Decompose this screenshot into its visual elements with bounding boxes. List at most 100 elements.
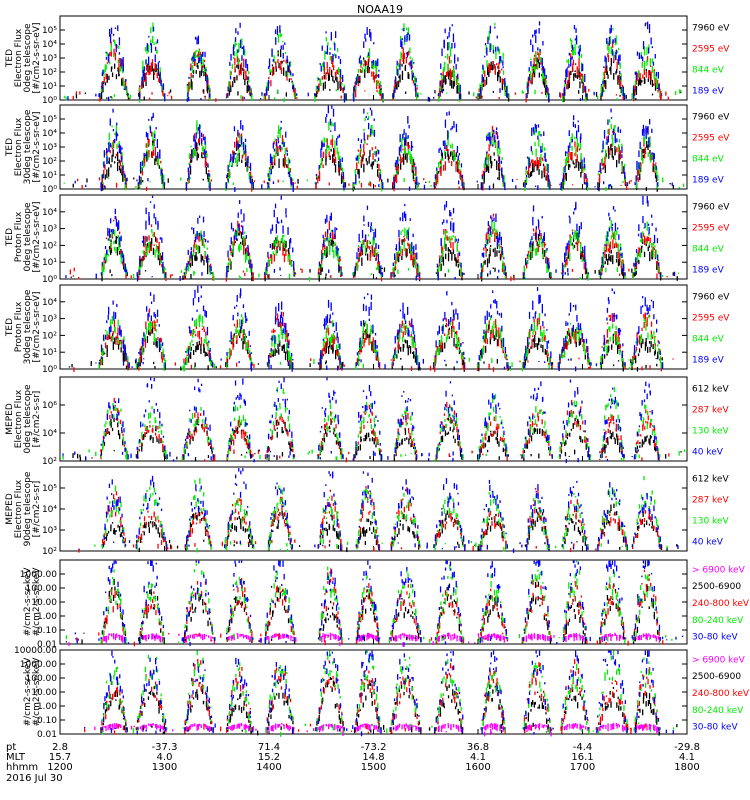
flux-mark — [501, 167, 503, 176]
flux-mark — [191, 160, 193, 163]
flux-mark — [585, 173, 587, 179]
flux-mark — [116, 143, 118, 150]
flux-mark — [506, 86, 508, 96]
flux-mark — [198, 315, 200, 322]
flux-mark — [357, 256, 359, 259]
flux-mark — [403, 241, 405, 252]
flux-mark — [638, 168, 640, 175]
flux-mark — [122, 353, 124, 362]
flux-mark — [204, 51, 206, 58]
flux-mark — [528, 166, 530, 174]
flux-mark — [657, 174, 659, 181]
flux-mark — [280, 311, 283, 318]
flux-mark — [646, 221, 648, 231]
flux-mark — [338, 262, 340, 265]
flux-mark — [371, 227, 373, 230]
flux-mark — [327, 327, 330, 336]
flux-mark — [537, 124, 540, 128]
flux-mark — [494, 247, 496, 257]
flux-mark — [328, 228, 331, 231]
flux-mark — [398, 62, 400, 68]
flux-mark — [440, 158, 443, 161]
flux-mark — [101, 356, 103, 365]
flux-mark — [375, 349, 377, 355]
flux-mark — [276, 349, 278, 353]
flux-mark — [331, 334, 333, 344]
flux-mark — [164, 272, 167, 278]
flux-mark — [241, 38, 243, 46]
flux-mark — [445, 243, 447, 251]
flux-mark — [151, 117, 153, 121]
flux-mark — [657, 259, 660, 262]
flux-mark — [402, 134, 404, 139]
flux-mark — [198, 246, 201, 253]
flux-floor-mark — [290, 181, 292, 186]
flux-floor-mark — [499, 88, 501, 93]
flux-mark — [498, 156, 501, 164]
flux-floor-mark — [309, 269, 311, 273]
flux-mark — [238, 42, 240, 52]
flux-mark — [491, 125, 494, 135]
flux-mark — [141, 67, 144, 73]
flux-mark — [279, 29, 281, 38]
flux-mark — [615, 238, 617, 241]
flux-mark — [250, 357, 252, 364]
flux-mark — [193, 135, 195, 142]
flux-mark — [500, 160, 503, 164]
flux-mark — [438, 260, 441, 267]
flux-mark — [288, 65, 290, 73]
flux-mark — [361, 346, 363, 349]
flux-mark — [488, 224, 490, 232]
flux-mark — [334, 42, 336, 51]
flux-mark — [341, 82, 343, 86]
flux-mark — [599, 272, 601, 278]
flux-floor-mark — [645, 187, 647, 191]
flux-mark — [321, 141, 323, 150]
flux-mark — [406, 230, 408, 239]
flux-mark — [226, 355, 228, 359]
flux-mark — [292, 182, 294, 192]
flux-mark — [205, 71, 207, 81]
flux-mark — [240, 209, 242, 215]
flux-mark — [148, 216, 150, 226]
flux-mark — [357, 154, 360, 164]
flux-mark — [499, 253, 502, 260]
flux-mark — [322, 253, 324, 260]
flux-mark — [504, 265, 507, 271]
y-tick-label: 10⁵ — [42, 115, 57, 125]
flux-mark — [277, 34, 280, 43]
flux-mark — [487, 36, 489, 45]
flux-mark — [486, 151, 488, 154]
flux-mark — [396, 354, 398, 359]
flux-mark — [535, 148, 537, 157]
flux-mark — [531, 150, 533, 155]
flux-mark — [614, 133, 616, 142]
flux-mark — [586, 93, 588, 100]
flux-mark — [577, 120, 579, 123]
flux-mark — [543, 171, 545, 178]
flux-mark — [367, 333, 369, 339]
flux-mark — [525, 176, 527, 183]
flux-mark — [571, 44, 574, 51]
flux-mark — [611, 148, 613, 158]
flux-mark — [621, 154, 623, 159]
flux-mark — [359, 75, 361, 84]
flux-mark — [113, 39, 115, 42]
flux-mark — [191, 149, 193, 156]
flux-floor-mark — [463, 272, 465, 275]
flux-mark — [396, 81, 398, 90]
flux-mark — [570, 57, 572, 67]
flux-mark — [155, 127, 157, 130]
flux-floor-mark — [408, 186, 411, 191]
flux-mark — [189, 165, 192, 175]
flux-mark — [245, 315, 247, 324]
flux-mark — [371, 110, 373, 116]
flux-mark — [248, 166, 250, 169]
flux-mark — [546, 263, 548, 273]
flux-mark — [118, 69, 120, 77]
flux-floor-mark — [515, 185, 517, 189]
flux-mark — [542, 69, 545, 79]
flux-mark — [442, 318, 444, 322]
flux-mark — [105, 253, 108, 263]
flux-mark — [409, 218, 411, 221]
